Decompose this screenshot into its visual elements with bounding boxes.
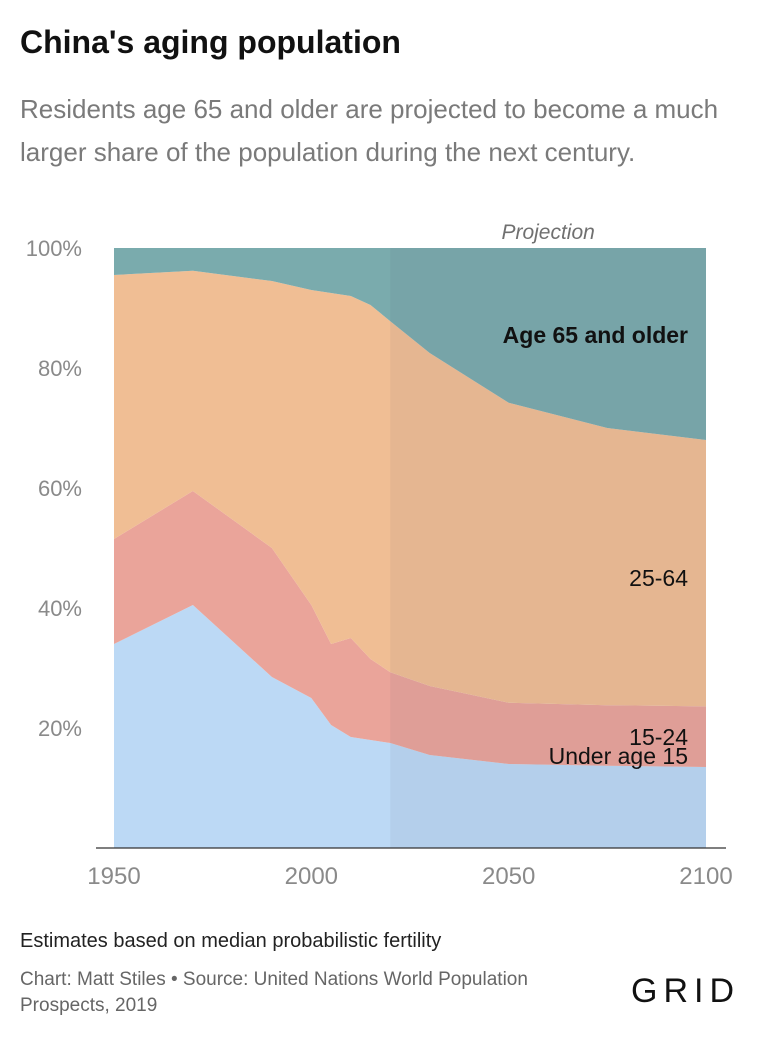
y-tick-label: 100% (26, 236, 82, 261)
area-25-64 (114, 270, 706, 707)
projection-label: Projection (501, 221, 594, 244)
projection-shade (390, 248, 706, 848)
area-age-65-and-older (114, 248, 706, 440)
area-layers (114, 248, 706, 848)
y-tick-label: 80% (38, 356, 82, 381)
stacked-area-chart: 20% 40% 60% 80% 100% 1950 2000 2050 2100 Under … (26, 221, 733, 890)
y-tick-label: 40% (38, 596, 82, 621)
y-tick-label: 60% (38, 476, 82, 501)
brand-logo: GRID (631, 972, 740, 1010)
x-tick-label: 2050 (482, 863, 535, 890)
series-label: Under age 15 (549, 743, 688, 769)
series-label: Age 65 and older (503, 322, 688, 348)
y-axis-ticks: 20% 40% 60% 80% 100% (26, 236, 82, 741)
x-tick-label: 2000 (285, 863, 338, 890)
chart-title: China's aging population (20, 24, 401, 60)
x-axis-ticks: 1950 2000 2050 2100 (87, 863, 732, 890)
x-tick-label: 1950 (87, 863, 140, 890)
area-under-age-15 (114, 605, 706, 848)
x-tick-label: 2100 (679, 863, 732, 890)
y-tick-label: 20% (38, 716, 82, 741)
series-label: 15-24 (629, 724, 688, 750)
area-15-24 (114, 491, 706, 767)
source-credit: Chart: Matt Stiles • Source: United Nati… (20, 969, 528, 1016)
chart-subtitle: Residents age 65 and older are projected… (20, 94, 719, 167)
series-label: 25-64 (629, 565, 688, 591)
footnote: Estimates based on median probabilistic … (20, 930, 442, 952)
